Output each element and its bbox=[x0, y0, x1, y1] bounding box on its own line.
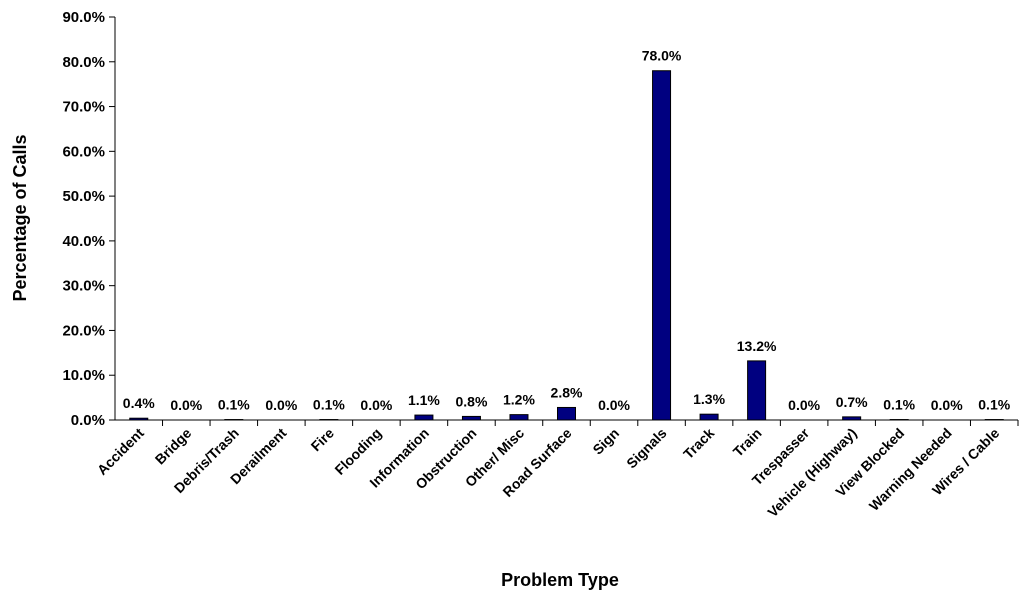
y-axis-ticks: 0.0% 10.0% 20.0% 30.0% 40.0% 50.0% 60.0% 70.0% 8… bbox=[62, 9, 115, 429]
bar-other-misc bbox=[509, 414, 529, 421]
bar-track bbox=[699, 413, 719, 421]
bars bbox=[129, 70, 1004, 421]
data-label: 0.0% bbox=[170, 397, 202, 413]
x-tick-label: Signals bbox=[623, 425, 670, 472]
data-label: 0.1% bbox=[218, 397, 250, 413]
data-label: 0.0% bbox=[360, 397, 392, 413]
x-tick-label: Accident bbox=[94, 425, 147, 478]
bar-obstruction bbox=[461, 415, 481, 421]
x-tick-label: Vehicle (Highway) bbox=[764, 425, 859, 520]
y-tick-label: 30.0% bbox=[62, 278, 105, 295]
data-label: 1.3% bbox=[693, 391, 725, 407]
data-label: 1.2% bbox=[503, 392, 535, 408]
y-axis-title: Percentage of Calls bbox=[10, 134, 30, 301]
data-label: 0.1% bbox=[978, 397, 1010, 413]
data-label: 0.8% bbox=[455, 393, 487, 409]
y-tick-label: 60.0% bbox=[62, 143, 105, 160]
data-label: 0.0% bbox=[788, 397, 820, 413]
y-tick-label: 40.0% bbox=[62, 233, 105, 250]
bar-train bbox=[747, 360, 767, 421]
x-tick-label: Track bbox=[680, 425, 717, 462]
bar-signals bbox=[652, 70, 672, 421]
x-tick-label: Fire bbox=[308, 425, 338, 455]
data-label: 13.2% bbox=[737, 338, 777, 354]
bar-road-surface bbox=[557, 406, 576, 421]
data-label: 2.8% bbox=[551, 384, 583, 400]
y-tick-label: 70.0% bbox=[62, 99, 105, 116]
x-axis-title: Problem Type bbox=[501, 570, 619, 590]
data-labels: 0.4% 0.0% 0.1% 0.0% 0.1% 0.0% 1.1% 0.8% 1.2% 2.8%… bbox=[123, 48, 1011, 413]
data-label: 78.0% bbox=[642, 48, 682, 64]
data-label: 0.1% bbox=[313, 397, 345, 413]
y-tick-label: 10.0% bbox=[62, 367, 105, 384]
bar-information bbox=[414, 414, 434, 421]
axes bbox=[114, 17, 1018, 421]
x-tick-label: Train bbox=[730, 425, 765, 460]
y-tick-label: 20.0% bbox=[62, 322, 105, 339]
x-tick-label: Sign bbox=[589, 425, 622, 458]
data-label: 0.0% bbox=[598, 397, 630, 413]
data-label: 0.4% bbox=[123, 395, 155, 411]
data-label: 0.0% bbox=[931, 397, 963, 413]
data-label: 0.0% bbox=[265, 397, 297, 413]
y-tick-label: 0.0% bbox=[71, 412, 105, 429]
y-tick-label: 80.0% bbox=[62, 54, 105, 71]
data-label: 0.7% bbox=[836, 394, 868, 410]
data-label: 0.1% bbox=[883, 397, 915, 413]
data-label: 1.1% bbox=[408, 392, 440, 408]
y-tick-label: 50.0% bbox=[62, 188, 105, 205]
y-tick-label: 90.0% bbox=[62, 9, 105, 26]
x-tick-label: Warning Needed bbox=[866, 425, 955, 514]
x-tick-label: Bridge bbox=[152, 425, 195, 468]
